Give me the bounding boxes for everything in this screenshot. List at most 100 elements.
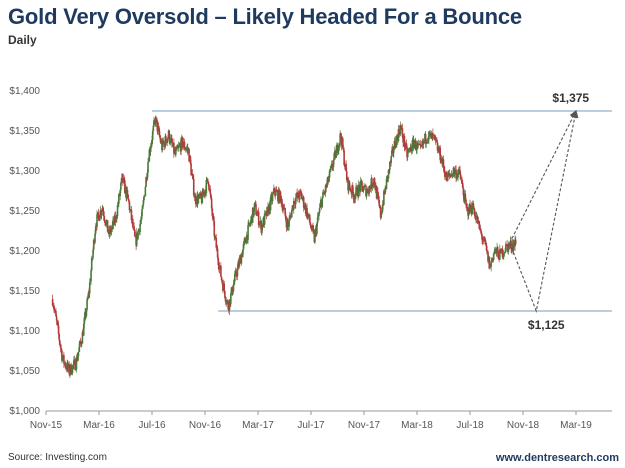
price-candle (321, 197, 324, 208)
price-candle (448, 173, 451, 175)
price-candle (139, 223, 141, 233)
price-candle (333, 153, 335, 161)
price-candle (104, 219, 106, 224)
price-candle (182, 145, 184, 148)
price-candle (59, 340, 61, 346)
price-candle (81, 332, 84, 344)
x-axis: Nov-15 Mar-16 Jul-16 Nov-16 Mar-17 Jul-17 Nov-… (30, 410, 612, 431)
price-candle (151, 131, 154, 141)
price-candle (287, 226, 290, 228)
price-candle (297, 192, 300, 198)
price-candle (292, 200, 295, 210)
price-candle (436, 142, 439, 151)
price-candle (377, 195, 380, 200)
price-candle (157, 126, 159, 132)
price-candle (326, 183, 328, 188)
price-candle (465, 205, 468, 208)
price-candle (232, 284, 235, 292)
price-candle (358, 184, 361, 187)
price-candle (300, 192, 303, 199)
price-candle (249, 220, 252, 225)
price-candle (178, 145, 180, 147)
price-candle (336, 144, 339, 153)
x-tick-label: Mar-18 (401, 420, 433, 431)
price-candle (484, 240, 487, 245)
price-candle (122, 178, 125, 183)
price-candle (70, 364, 72, 375)
price-candle (411, 140, 414, 151)
projection-path (509, 110, 577, 244)
price-candle (314, 232, 316, 243)
price-candle (461, 180, 463, 183)
price-callouts: $1,375 $1,125 (528, 91, 590, 332)
price-candle (218, 266, 221, 270)
price-candle (293, 200, 296, 203)
price-candle (360, 180, 363, 182)
price-candle (319, 203, 322, 208)
price-candle (486, 250, 489, 252)
price-candle (159, 138, 162, 143)
price-candle (473, 208, 475, 210)
price-candle (502, 255, 504, 258)
price-candle (273, 188, 276, 193)
price-candle (507, 243, 510, 252)
price-candle (102, 207, 104, 212)
x-tick-label: Mar-17 (242, 420, 274, 431)
price-candle (335, 149, 337, 158)
price-candle (201, 190, 204, 204)
price-candle (255, 204, 257, 215)
price-candle (56, 320, 59, 324)
price-candle (475, 216, 477, 219)
price-candle (194, 196, 197, 204)
price-candle (485, 245, 488, 251)
price-candle (224, 290, 226, 298)
price-candle (60, 347, 63, 351)
price-candle (467, 214, 470, 216)
price-candle (337, 150, 339, 153)
price-candle (134, 236, 137, 238)
price-candle (504, 244, 507, 252)
y-axis: $1,000 $1,050 $1,100 $1,150 $1,200 $1,250 $1,3… (9, 86, 40, 417)
price-candle (216, 248, 219, 258)
price-candle (122, 173, 124, 183)
price-candle (302, 197, 305, 208)
price-candle (330, 166, 332, 170)
price-candle (348, 181, 351, 188)
price-candle (361, 181, 363, 186)
price-candle (322, 192, 324, 198)
price-candle (493, 251, 496, 254)
price-candle (231, 287, 233, 295)
price-candle (256, 214, 259, 216)
price-candle (242, 244, 245, 250)
price-candle (124, 180, 126, 194)
price-candle (142, 200, 145, 206)
x-tick-label: Jul-18 (456, 420, 484, 431)
price-candle (190, 163, 192, 175)
price-candle (103, 216, 106, 220)
price-candle (345, 171, 348, 181)
price-candle (377, 191, 379, 196)
price-candle (183, 141, 186, 149)
y-tick-label: $1,050 (9, 366, 40, 377)
price-candle (433, 135, 436, 137)
price-candle (477, 220, 479, 224)
price-candle (482, 240, 485, 242)
y-tick-label: $1,000 (9, 406, 40, 417)
price-candle (483, 237, 486, 241)
price-candle (460, 179, 463, 181)
price-candle (373, 178, 376, 186)
price-candle (88, 282, 91, 294)
price-candle (459, 174, 462, 180)
price-candle (177, 146, 180, 148)
price-candle (361, 185, 364, 192)
price-candle (116, 205, 119, 217)
price-candle (408, 148, 411, 150)
price-candle (53, 309, 56, 311)
price-candle (272, 192, 275, 195)
price-candle (79, 341, 82, 343)
y-tick-label: $1,400 (9, 86, 40, 97)
price-candle (357, 184, 360, 197)
price-candle (342, 138, 344, 149)
price-candle (428, 131, 430, 140)
price-candle (171, 138, 173, 144)
